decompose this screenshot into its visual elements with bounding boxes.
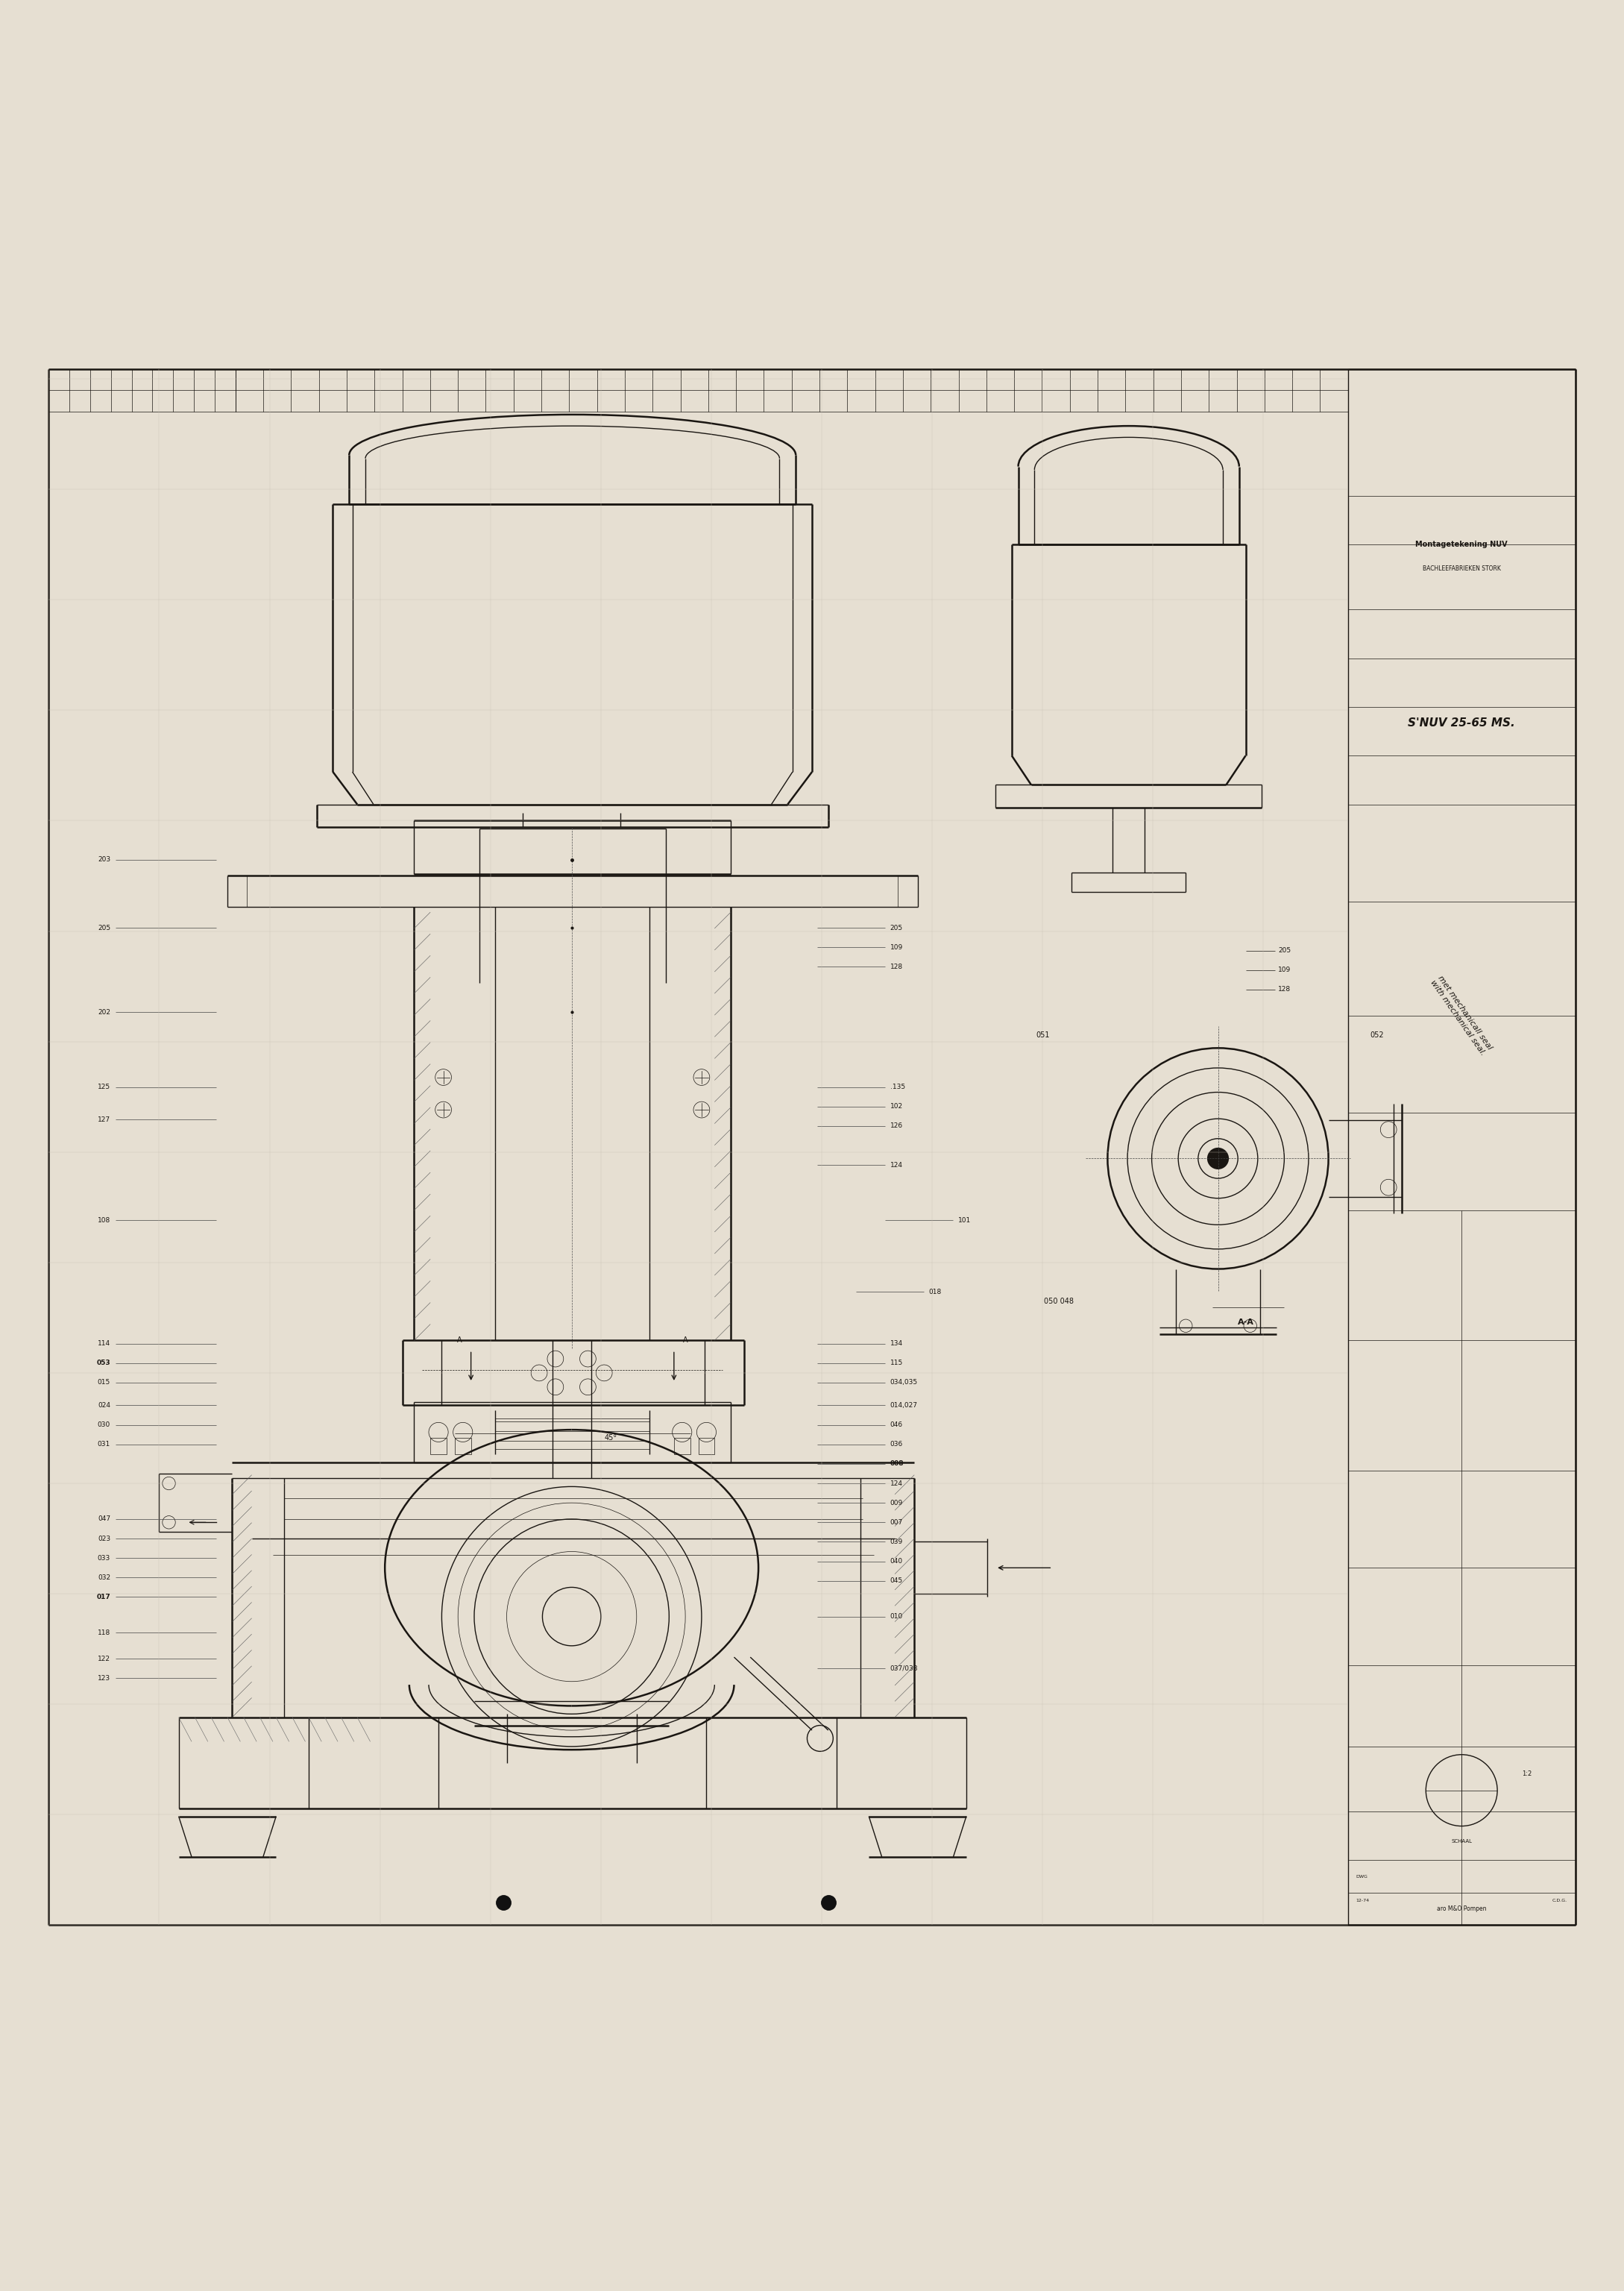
Text: 128: 128 [1278, 985, 1291, 992]
Text: 047: 047 [97, 1517, 110, 1524]
Text: 010: 010 [890, 1613, 903, 1620]
Text: S'NUV 25-65 MS.: S'NUV 25-65 MS. [1408, 717, 1515, 729]
Bar [49, 369, 235, 412]
Text: 134: 134 [890, 1340, 903, 1347]
Text: 124: 124 [890, 1162, 903, 1168]
Text: 037/038: 037/038 [890, 1666, 918, 1672]
Text: 127: 127 [97, 1116, 110, 1123]
Text: met mechanicall seal
with mechanical seal.: met mechanicall seal with mechanical sea… [1429, 974, 1494, 1056]
Text: 202: 202 [97, 1008, 110, 1015]
Text: 205: 205 [890, 926, 903, 930]
Text: A: A [682, 1336, 689, 1343]
Text: 114: 114 [97, 1340, 110, 1347]
Text: 040: 040 [890, 1558, 903, 1565]
Text: 033: 033 [97, 1556, 110, 1562]
Text: 032: 032 [97, 1574, 110, 1581]
Text: 053: 053 [96, 1361, 110, 1365]
Text: 018: 018 [929, 1288, 942, 1294]
Text: A-A: A-A [1237, 1317, 1254, 1326]
Circle shape [1208, 1148, 1228, 1168]
Text: 102: 102 [890, 1104, 903, 1109]
Bar [455, 1439, 471, 1455]
Text: 050 048: 050 048 [1044, 1297, 1073, 1306]
Text: 045: 045 [890, 1578, 903, 1583]
Text: 017: 017 [96, 1595, 110, 1601]
Text: SCHAAL: SCHAAL [1452, 1840, 1471, 1844]
Text: 45°: 45° [604, 1434, 617, 1441]
Text: 125: 125 [97, 1084, 110, 1091]
Text: 023: 023 [97, 1535, 110, 1542]
Text: DWG: DWG [1356, 1874, 1367, 1879]
Bar [698, 1439, 715, 1455]
Text: 122: 122 [97, 1656, 110, 1663]
Text: 052: 052 [1371, 1031, 1384, 1038]
Bar [235, 369, 1348, 412]
Text: Montagetekening NUV: Montagetekening NUV [1416, 541, 1507, 548]
Text: 101: 101 [958, 1217, 971, 1223]
Text: 203: 203 [97, 857, 110, 864]
Text: 12-74: 12-74 [1356, 1899, 1369, 1902]
Text: 024: 024 [97, 1402, 110, 1409]
Text: 036: 036 [890, 1441, 903, 1448]
Text: 123: 123 [97, 1675, 110, 1682]
Text: 046: 046 [890, 1420, 903, 1427]
Text: 030: 030 [97, 1420, 110, 1427]
Text: 109: 109 [1278, 967, 1291, 974]
Text: 124: 124 [890, 1480, 903, 1487]
Text: A: A [456, 1336, 463, 1343]
Text: 1:2: 1:2 [1522, 1771, 1531, 1778]
Text: 014,027: 014,027 [890, 1402, 918, 1409]
Text: 039: 039 [890, 1540, 903, 1544]
Text: 034,035: 034,035 [890, 1379, 918, 1386]
Text: aro M&O Pompen: aro M&O Pompen [1437, 1906, 1486, 1913]
Text: 205: 205 [97, 926, 110, 930]
Text: 118: 118 [97, 1629, 110, 1636]
Text: C.D.G.: C.D.G. [1553, 1899, 1567, 1902]
Text: 108: 108 [97, 1217, 110, 1223]
Text: 051: 051 [1036, 1031, 1049, 1038]
Bar [430, 1439, 447, 1455]
Bar [674, 1439, 690, 1455]
Text: BACHLEEFABRIEKEN STORK: BACHLEEFABRIEKEN STORK [1423, 566, 1501, 573]
Text: 115: 115 [890, 1361, 903, 1365]
Text: 007: 007 [890, 1519, 903, 1526]
Text: 031: 031 [97, 1441, 110, 1448]
Text: 128: 128 [890, 965, 903, 969]
Text: 008: 008 [890, 1459, 903, 1466]
Text: .135: .135 [890, 1084, 905, 1091]
Text: 009: 009 [890, 1501, 903, 1505]
Text: 205: 205 [1278, 946, 1291, 953]
Text: 109: 109 [890, 944, 903, 951]
Text: 015: 015 [97, 1379, 110, 1386]
Bar [1348, 369, 1575, 1924]
Text: 126: 126 [890, 1123, 903, 1129]
